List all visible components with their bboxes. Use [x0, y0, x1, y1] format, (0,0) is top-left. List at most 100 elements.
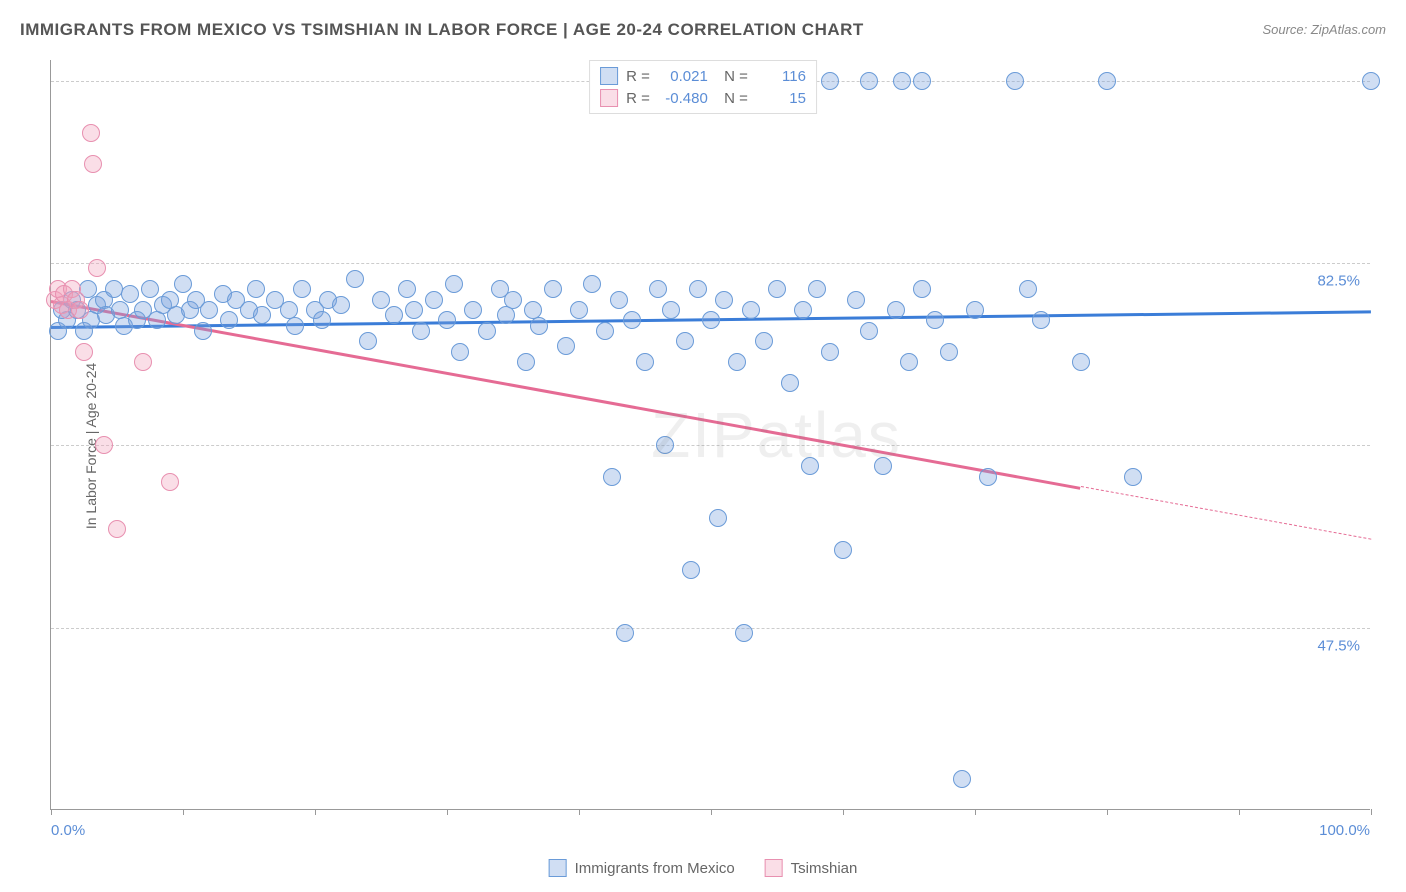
data-point	[425, 291, 443, 309]
data-point	[801, 457, 819, 475]
legend-n-label: N =	[716, 90, 748, 107]
data-point	[702, 311, 720, 329]
data-point	[82, 124, 100, 142]
x-tick	[315, 809, 316, 815]
data-point	[174, 275, 192, 293]
data-point	[610, 291, 628, 309]
data-point	[682, 561, 700, 579]
source-attribution: Source: ZipAtlas.com	[1262, 22, 1386, 37]
data-point	[794, 301, 812, 319]
data-point	[583, 275, 601, 293]
data-point	[405, 301, 423, 319]
x-tick	[1107, 809, 1108, 815]
data-point	[1098, 72, 1116, 90]
data-point	[398, 280, 416, 298]
data-point	[293, 280, 311, 298]
data-point	[1362, 72, 1380, 90]
data-point	[887, 301, 905, 319]
data-point	[464, 301, 482, 319]
data-point	[623, 311, 641, 329]
correlation-legend: R =0.021 N =116R =-0.480 N =15	[589, 60, 817, 114]
legend-n-label: N =	[716, 68, 748, 85]
data-point	[438, 311, 456, 329]
data-point	[768, 280, 786, 298]
data-point	[247, 280, 265, 298]
data-point	[412, 322, 430, 340]
data-point	[781, 374, 799, 392]
data-point	[161, 473, 179, 491]
data-point	[860, 72, 878, 90]
data-point	[451, 343, 469, 361]
legend-row: R =0.021 N =116	[600, 65, 806, 87]
data-point	[913, 72, 931, 90]
legend-r-value: 0.021	[658, 68, 708, 85]
legend-r-label: R =	[626, 90, 650, 107]
data-point	[926, 311, 944, 329]
data-point	[141, 280, 159, 298]
data-point	[808, 280, 826, 298]
data-point	[200, 301, 218, 319]
data-point	[847, 291, 865, 309]
data-point	[860, 322, 878, 340]
x-tick	[579, 809, 580, 815]
data-point	[313, 311, 331, 329]
data-point	[689, 280, 707, 298]
legend-swatch	[765, 859, 783, 877]
data-point	[253, 306, 271, 324]
x-tick	[447, 809, 448, 815]
data-point	[517, 353, 535, 371]
legend-n-value: 15	[756, 90, 806, 107]
data-point	[372, 291, 390, 309]
gridline-horizontal	[51, 263, 1370, 264]
data-point	[893, 72, 911, 90]
trendline-dashed	[1081, 486, 1372, 540]
legend-label: Tsimshian	[791, 860, 858, 877]
data-point	[1006, 72, 1024, 90]
legend-swatch	[600, 67, 618, 85]
data-point	[821, 343, 839, 361]
legend-label: Immigrants from Mexico	[575, 860, 735, 877]
data-point	[979, 468, 997, 486]
data-point	[616, 624, 634, 642]
data-point	[676, 332, 694, 350]
gridline-horizontal	[51, 445, 1370, 446]
x-tick	[711, 809, 712, 815]
data-point	[1019, 280, 1037, 298]
data-point	[656, 436, 674, 454]
data-point	[332, 296, 350, 314]
data-point	[900, 353, 918, 371]
data-point	[71, 301, 89, 319]
legend-r-value: -0.480	[658, 90, 708, 107]
data-point	[649, 280, 667, 298]
data-point	[636, 353, 654, 371]
legend-swatch	[549, 859, 567, 877]
data-point	[966, 301, 984, 319]
x-tick	[51, 809, 52, 815]
data-point	[755, 332, 773, 350]
data-point	[735, 624, 753, 642]
legend-row: R = -0.480 N = 15	[600, 87, 806, 109]
data-point	[359, 332, 377, 350]
data-point	[478, 322, 496, 340]
gridline-horizontal	[51, 628, 1370, 629]
x-tick	[1239, 809, 1240, 815]
data-point	[148, 311, 166, 329]
data-point	[385, 306, 403, 324]
legend-r-label: R =	[626, 68, 650, 85]
data-point	[557, 337, 575, 355]
data-point	[544, 280, 562, 298]
data-point	[834, 541, 852, 559]
data-point	[445, 275, 463, 293]
data-point	[913, 280, 931, 298]
watermark: ZIPatlas	[651, 398, 902, 472]
data-point	[108, 520, 126, 538]
data-point	[75, 343, 93, 361]
data-point	[220, 311, 238, 329]
series-legend: Immigrants from Mexico Tsimshian	[549, 859, 858, 877]
data-point	[88, 259, 106, 277]
data-point	[953, 770, 971, 788]
data-point	[530, 317, 548, 335]
data-point	[95, 436, 113, 454]
legend-item: Tsimshian	[765, 859, 858, 877]
data-point	[821, 72, 839, 90]
